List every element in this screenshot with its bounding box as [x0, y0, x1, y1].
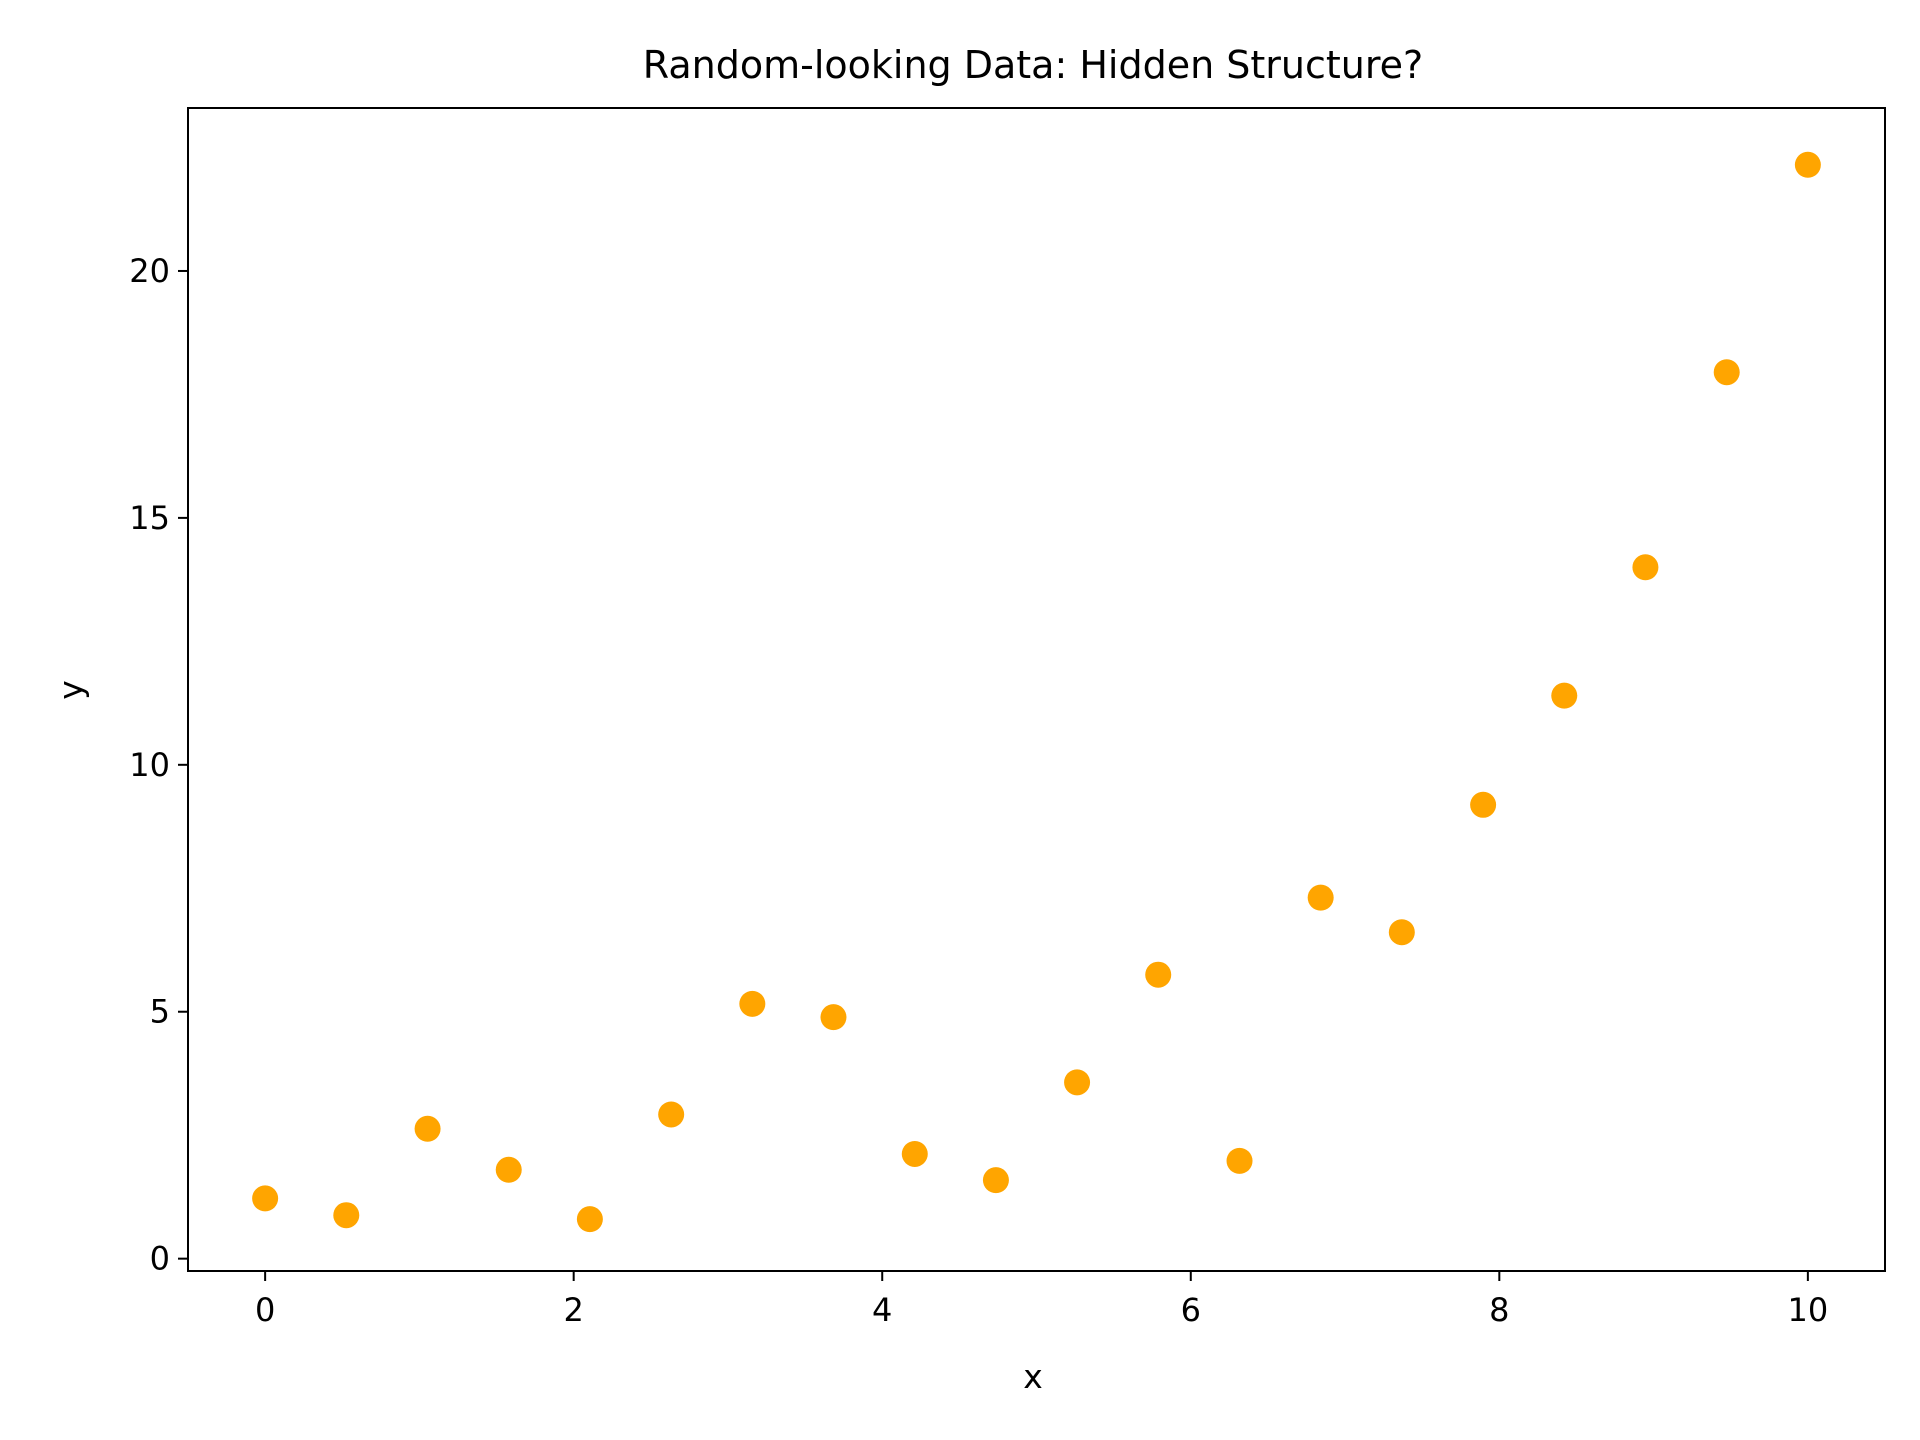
data-point: [1794, 151, 1821, 178]
data-point: [1551, 682, 1578, 709]
data-point: [495, 1156, 522, 1183]
x-tick-label: 0: [255, 1291, 275, 1329]
x-tick-label: 10: [1788, 1291, 1829, 1329]
x-axis-label: x: [1023, 1357, 1043, 1396]
data-point: [1064, 1069, 1091, 1096]
plot-frame: [187, 107, 1886, 1272]
y-axis-ticks: 0 5 10 15 20: [129, 252, 188, 1278]
data-point: [820, 1004, 847, 1031]
data-points: [252, 151, 1821, 1233]
y-tick-label: 10: [129, 746, 170, 784]
data-point: [333, 1202, 360, 1229]
x-tick-label: 2: [564, 1291, 584, 1329]
y-tick-label: 15: [129, 499, 170, 537]
data-point: [1632, 554, 1659, 581]
y-tick-label: 5: [150, 993, 170, 1031]
data-point: [1713, 359, 1740, 386]
data-point: [1145, 961, 1172, 988]
data-point: [739, 990, 766, 1017]
data-point: [901, 1140, 928, 1167]
data-point: [576, 1206, 603, 1233]
plot-area: 0 2 4 6 8 10 0 5 10 15 20: [129, 107, 1886, 1329]
data-point: [1388, 919, 1415, 946]
data-point: [252, 1185, 279, 1212]
x-tick-label: 4: [872, 1291, 892, 1329]
y-axis-label: y: [51, 680, 90, 700]
y-tick-label: 20: [129, 252, 170, 290]
data-point: [1226, 1147, 1253, 1174]
x-tick-label: 6: [1181, 1291, 1201, 1329]
data-point: [658, 1101, 685, 1128]
chart-title: Random-looking Data: Hidden Structure?: [643, 43, 1423, 87]
x-axis-ticks: 0 2 4 6 8 10: [255, 1271, 1828, 1329]
x-tick-label: 8: [1489, 1291, 1509, 1329]
data-point: [1307, 884, 1334, 911]
data-point: [982, 1167, 1009, 1194]
data-point: [414, 1115, 441, 1142]
data-point: [1470, 791, 1497, 818]
y-tick-label: 0: [150, 1240, 170, 1278]
